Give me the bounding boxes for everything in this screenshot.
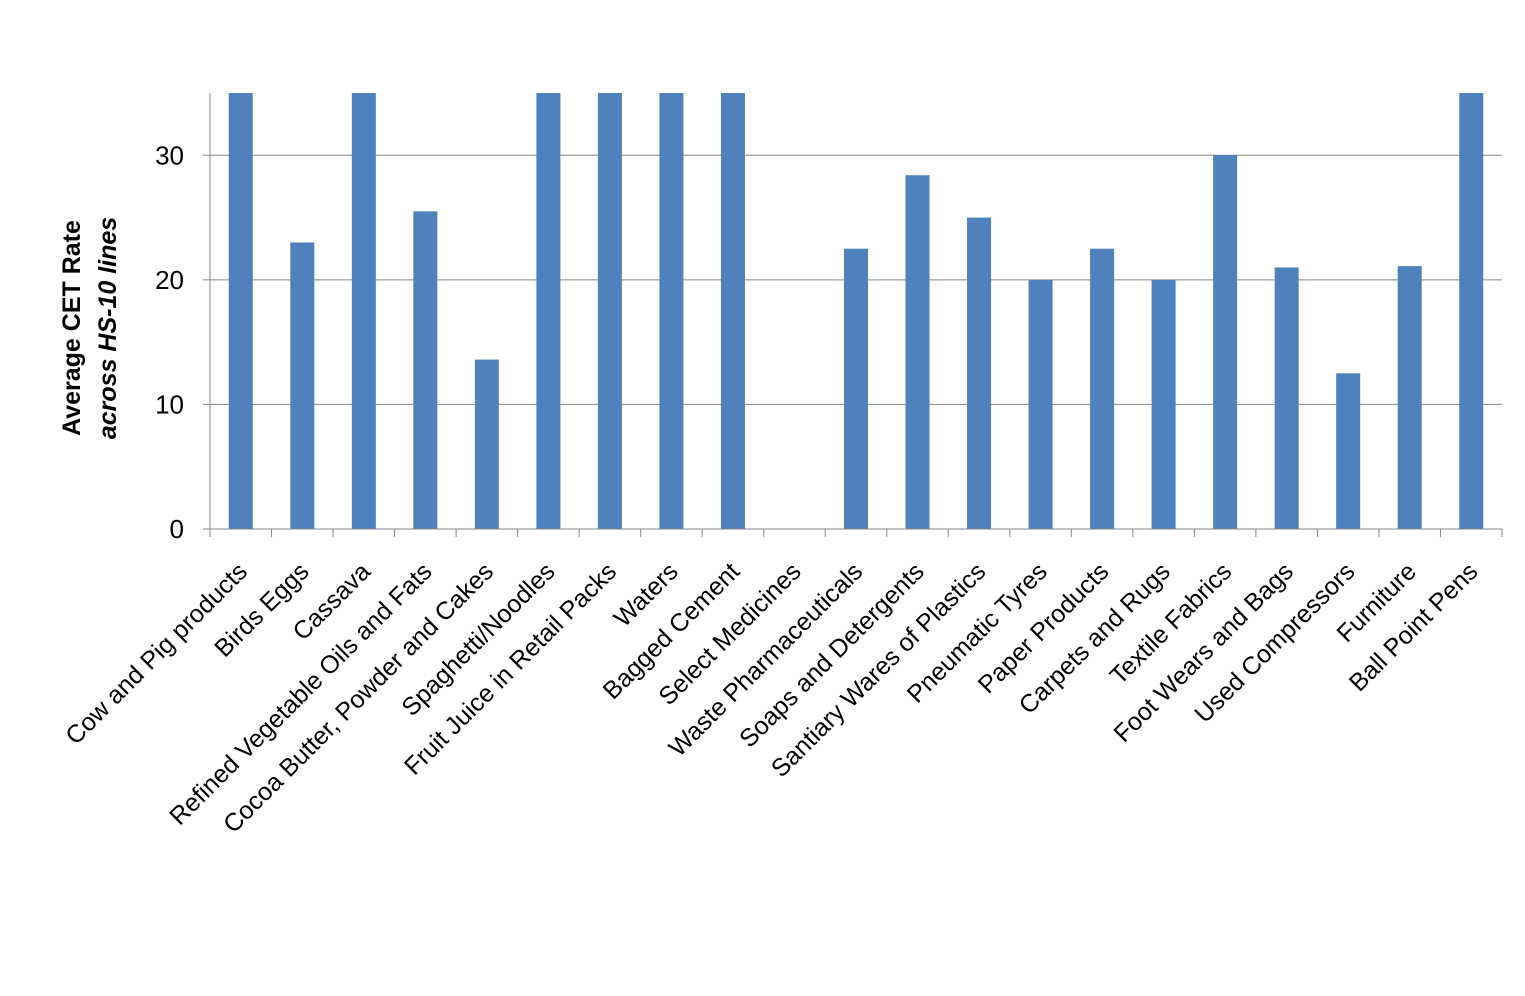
bar [351,93,376,529]
bar [536,93,561,529]
bar [967,217,992,530]
axes [203,93,1503,537]
bar [1459,93,1484,529]
bar [1213,155,1238,530]
bar [1397,266,1422,529]
bar [1151,279,1176,529]
bar [228,93,253,529]
y-tick-label: 20 [155,265,184,295]
bar [290,242,315,529]
bar [659,93,684,529]
y-tick-labels: 0 10 20 30 [155,140,184,544]
y-axis-title-line1: Average CET Rate [58,220,86,436]
y-tick-label: 0 [170,514,184,544]
bar [597,93,622,529]
bar [1274,267,1299,529]
y-tick-label: 10 [155,389,184,419]
bar [844,248,868,529]
y-axis-title-line2: across HS-10 lines [94,217,122,439]
bar [720,93,745,529]
bar [905,175,930,529]
bar [474,359,499,529]
y-tick-label: 30 [155,140,184,170]
bar [413,211,438,530]
y-axis-title: Average CET Rate across HS-10 lines [58,217,122,439]
bar [1336,373,1361,529]
bar [1090,248,1115,529]
bars [228,93,1484,530]
bar [1028,279,1053,529]
